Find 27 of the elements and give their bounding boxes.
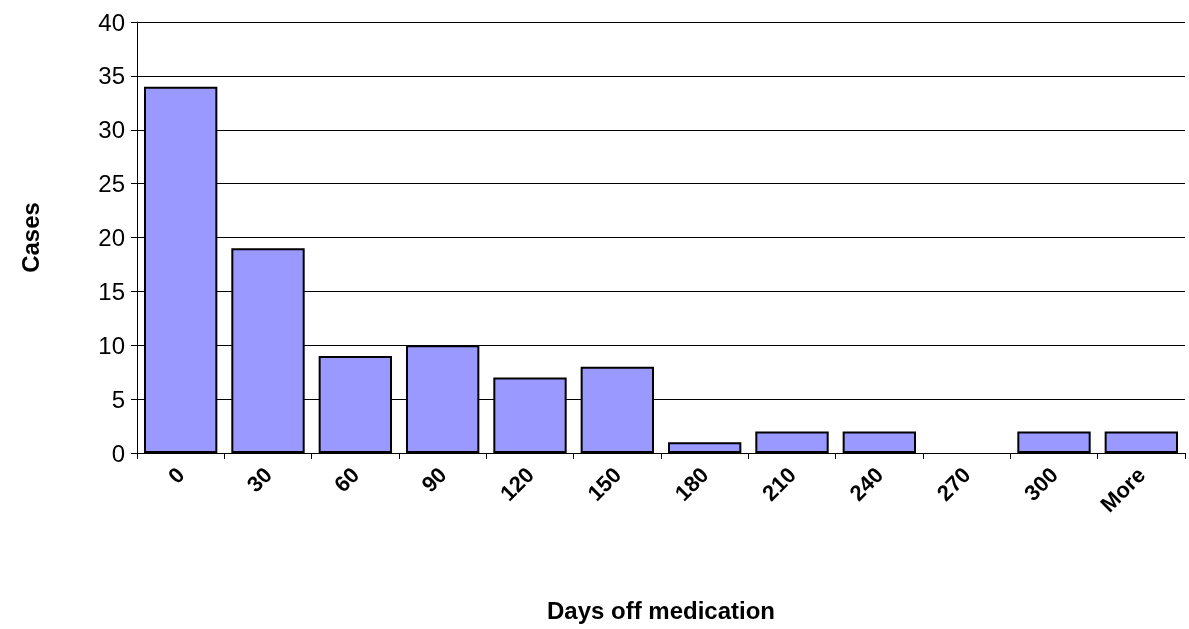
x-tick-label: 0 [163,462,190,489]
x-tick-label: 180 [669,462,714,506]
x-tick-label: 120 [495,462,539,506]
bar [755,431,829,453]
x-tick-label: 30 [241,462,277,498]
bar [1017,431,1091,453]
y-tick-label: 0 [111,439,125,467]
x-tick-label: 270 [931,462,976,506]
bar [667,442,742,453]
x-tick-label: 300 [1019,462,1063,506]
x-tick-label: 60 [329,462,365,498]
y-tick-label: 5 [111,385,125,413]
x-tick-label: 90 [416,462,452,498]
y-tick-label: 30 [98,116,125,144]
bar [1104,431,1179,453]
bar [842,431,917,453]
x-tick-label: 150 [582,462,627,506]
y-tick-label: 40 [98,8,125,36]
y-tick-label: 10 [98,331,125,359]
y-tick-label: 25 [98,170,125,198]
x-axis-title: Days off medication [546,596,776,624]
y-tick-label: 35 [98,62,125,90]
y-tick-label: 15 [98,277,125,305]
y-axis-title: Cases [16,202,44,273]
x-tick-label: 240 [844,462,889,506]
x-tick-label: 210 [757,462,801,506]
y-tick-label: 20 [98,224,125,251]
